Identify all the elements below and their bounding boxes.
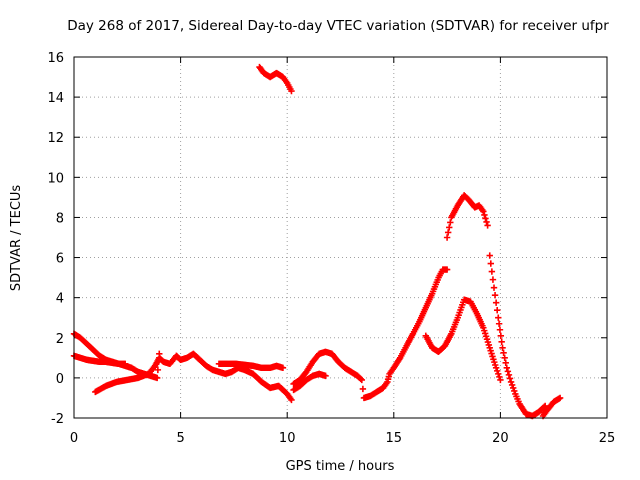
data-point: [480, 208, 487, 215]
data-point: [443, 266, 451, 273]
data-point: [322, 372, 329, 380]
data-point-fill: [357, 375, 364, 383]
x-tick-label: 20: [492, 431, 509, 446]
y-tick-label: 0: [56, 372, 64, 387]
data-point-fill: [489, 276, 497, 283]
data-point-fill: [447, 219, 454, 226]
data-point-fill: [504, 368, 512, 375]
data-point: [484, 222, 491, 229]
data-point: [503, 364, 510, 372]
chart-title: Day 268 of 2017, Sidereal Day-to-day VTE…: [67, 18, 609, 34]
data-point-fill: [483, 218, 490, 226]
data-point-fill: [444, 229, 452, 236]
y-tick-label: 4: [56, 292, 64, 307]
series-track-6: [290, 192, 491, 402]
series-track-9: [486, 252, 564, 420]
data-point: [497, 376, 504, 384]
data-point: [486, 252, 493, 259]
data-point-fill: [446, 224, 453, 231]
x-tick-label: 25: [599, 431, 616, 446]
data-point-fill: [492, 299, 500, 306]
data-point-fill: [359, 385, 367, 393]
data-point-fill: [511, 387, 518, 395]
data-point-fill: [482, 215, 489, 222]
series-track-2: [70, 352, 129, 368]
data-point-fill: [506, 375, 514, 382]
data-point-fill: [496, 326, 504, 333]
data-point-fill: [502, 359, 509, 367]
data-point-fill: [509, 384, 517, 392]
data-point: [288, 87, 295, 95]
data-point: [490, 284, 498, 291]
data-point: [358, 376, 366, 384]
data-point-fill: [500, 349, 507, 357]
data-point-fill: [488, 268, 496, 275]
x-tick-label: 5: [176, 431, 184, 446]
data-point-fill: [481, 211, 488, 219]
x-tick-label: 0: [70, 431, 78, 446]
data-point: [556, 394, 564, 402]
data-point-fill: [154, 366, 162, 374]
data-point-fill: [495, 320, 503, 327]
x-tick-label: 10: [279, 431, 296, 446]
data-point: [443, 234, 451, 241]
y-tick-label: -2: [51, 412, 64, 427]
data-point: [288, 396, 295, 404]
data-point-fill: [494, 307, 501, 314]
plot-frame: [73, 56, 608, 419]
y-axis-label: SDTVAR / TECUs: [9, 185, 24, 292]
data-point: [279, 364, 287, 372]
data-point: [121, 360, 129, 368]
x-tick-label: 15: [386, 431, 403, 446]
data-point-fill: [505, 371, 513, 379]
data-point-fill: [501, 354, 508, 362]
data-point-fill: [495, 370, 502, 378]
data-point-fill: [508, 381, 516, 389]
data-point: [507, 378, 515, 386]
x-axis-label: GPS time / hours: [286, 459, 395, 474]
data-point: [492, 364, 500, 372]
y-tick-label: 6: [56, 252, 64, 267]
data-point: [153, 374, 161, 382]
y-tick-label: 8: [56, 211, 64, 226]
data-point-fill: [491, 291, 499, 299]
x-axis-ticks: 0 5 10 15 20 25: [70, 57, 615, 446]
y-tick-label: 10: [47, 171, 64, 186]
series-track-5: [256, 63, 295, 95]
data-point-fill: [494, 367, 501, 375]
y-tick-label: 12: [47, 131, 64, 146]
data-points: [70, 63, 564, 420]
data-point-fill: [498, 338, 505, 345]
y-tick-label: 16: [47, 51, 64, 66]
data-point-fill: [487, 260, 495, 267]
series-track-7: [290, 370, 329, 394]
y-tick-label: 14: [47, 91, 64, 106]
data-point-fill: [496, 373, 503, 381]
data-point: [495, 314, 502, 321]
series-track-4: [215, 360, 287, 372]
data-point-fill: [497, 332, 505, 339]
data-point: [499, 344, 506, 352]
series-track-3: [92, 350, 295, 404]
y-tick-label: 2: [56, 332, 64, 347]
grid-lines: [74, 57, 607, 418]
series-track-8: [422, 296, 504, 384]
